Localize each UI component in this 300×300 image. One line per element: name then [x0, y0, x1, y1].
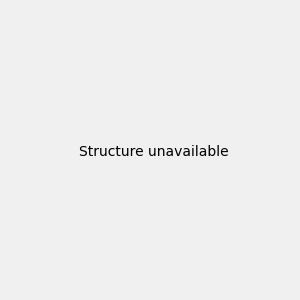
Text: Structure unavailable: Structure unavailable — [79, 145, 229, 158]
